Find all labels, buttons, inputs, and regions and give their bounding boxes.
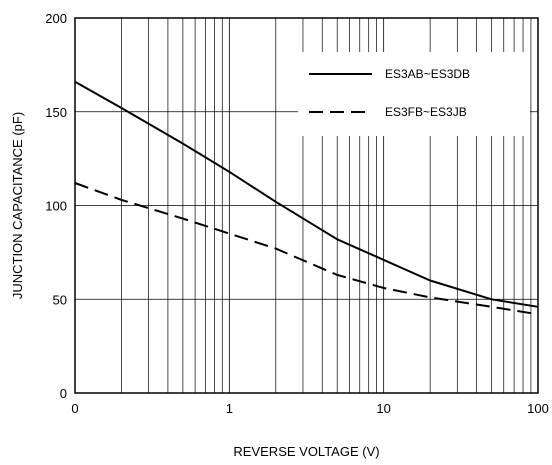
x-tick-label: 100 bbox=[527, 401, 549, 416]
series-layer bbox=[74, 80, 539, 316]
legend-background bbox=[298, 52, 530, 136]
plot-area-frame bbox=[74, 17, 539, 394]
series-line-1 bbox=[74, 182, 539, 316]
legend-label-0: ES3AB~ES3DB bbox=[385, 67, 470, 81]
y-tick-label: 0 bbox=[60, 386, 67, 401]
series-line-0 bbox=[74, 80, 539, 308]
x-tick-label: 10 bbox=[376, 401, 390, 416]
legend: ES3AB~ES3DB ES3FB~ES3JB bbox=[298, 52, 530, 136]
y-axis-label: JUNCTION CAPACITANCE (pF) bbox=[10, 112, 25, 299]
x-tick-label: 1 bbox=[226, 401, 233, 416]
x-tick-label: 0 bbox=[71, 401, 78, 416]
y-tick-label: 100 bbox=[45, 199, 67, 214]
tick-labels: 0 1 10 100 0 50 100 150 200 bbox=[45, 11, 549, 416]
y-tick-label: 200 bbox=[45, 11, 67, 26]
legend-label-1: ES3FB~ES3JB bbox=[385, 105, 467, 119]
y-tick-label: 50 bbox=[53, 292, 67, 307]
x-axis-label: REVERSE VOLTAGE (V) bbox=[233, 444, 379, 459]
y-tick-label: 150 bbox=[45, 105, 67, 120]
